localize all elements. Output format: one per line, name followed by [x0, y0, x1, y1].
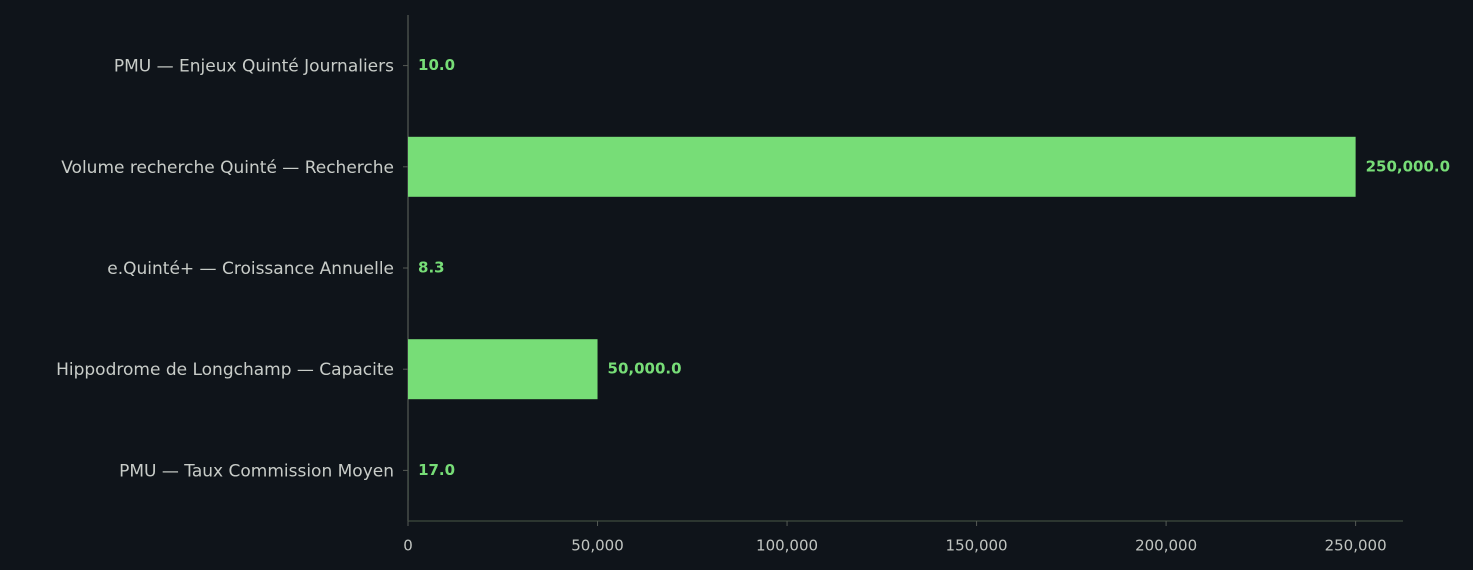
value-label: 10.0 [418, 56, 455, 74]
value-label: 17.0 [418, 461, 455, 479]
x-tick-label: 100,000 [756, 537, 818, 555]
x-tick-label: 200,000 [1135, 537, 1197, 555]
bar [408, 136, 1356, 197]
y-tick-label: Hippodrome de Longchamp — Capacite [56, 360, 394, 380]
y-tick-label: PMU — Enjeux Quinté Journaliers [114, 57, 394, 77]
value-label: 50,000.0 [608, 360, 682, 378]
x-tick-label: 50,000 [571, 537, 624, 555]
x-tick-label: 150,000 [946, 537, 1008, 555]
y-tick-label: PMU — Taux Commission Moyen [119, 461, 394, 481]
y-tick-label: Volume recherche Quinté — Recherche [61, 158, 394, 178]
bar [408, 339, 598, 400]
x-tick-label: 0 [403, 537, 413, 555]
x-tick-label: 250,000 [1325, 537, 1387, 555]
y-tick-label: e.Quinté+ — Croissance Annuelle [107, 259, 394, 279]
value-label: 250,000.0 [1366, 157, 1450, 175]
value-label: 8.3 [418, 259, 445, 277]
